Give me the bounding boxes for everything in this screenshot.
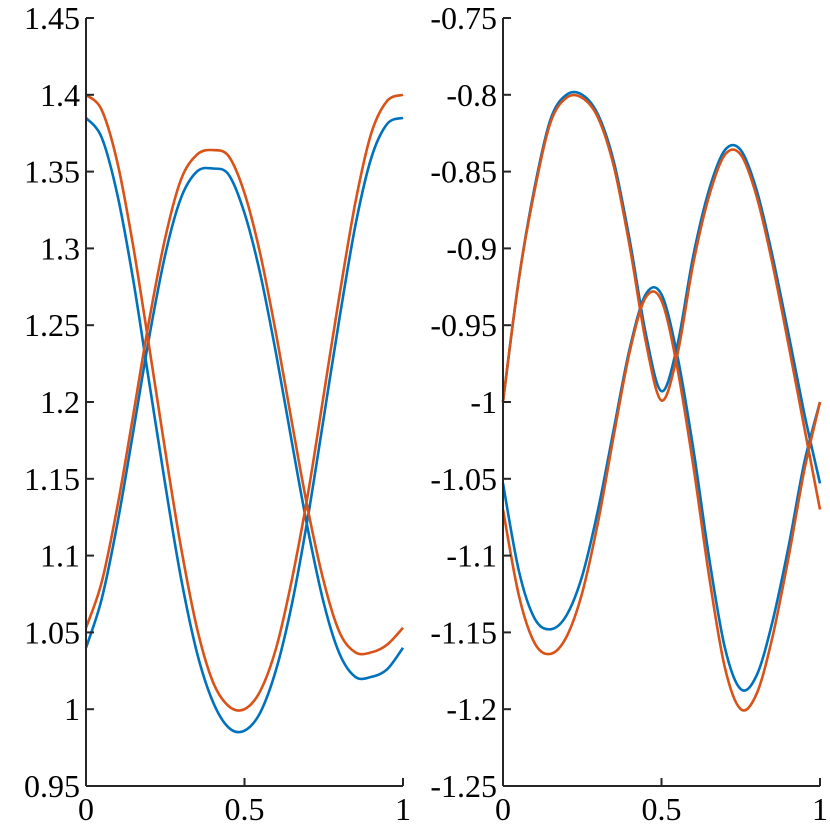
right-y-tick-label: -1.05 xyxy=(430,461,497,497)
left-x-tick-label: 1 xyxy=(395,791,411,827)
left-series-line-2 xyxy=(84,166,405,681)
right-x-tick-label: 0.5 xyxy=(642,791,682,827)
right-y-tick-label: -0.75 xyxy=(430,0,497,36)
left-y-tick-label: 1.05 xyxy=(24,614,80,650)
left-series-line-4 xyxy=(84,148,404,656)
left-series-line-1 xyxy=(84,116,404,734)
left-y-tick-label: 1.4 xyxy=(40,77,80,113)
right-series-line-2 xyxy=(501,285,822,692)
right-series-line-1 xyxy=(501,90,822,484)
left-y-tick-label: 0.95 xyxy=(24,768,80,804)
left-x-tick-label: 0 xyxy=(78,791,94,827)
right-y-tick-label: -0.8 xyxy=(446,77,497,113)
right-y-tick-label: -1.15 xyxy=(430,614,497,650)
left-y-tick-label: 1.15 xyxy=(24,461,80,497)
right-y-tick-label: -0.9 xyxy=(446,230,497,266)
left-y-tick-label: 1 xyxy=(64,691,80,727)
right-series-line-3 xyxy=(501,93,822,510)
left-series-line-3 xyxy=(85,93,404,712)
left-y-tick-label: 1.1 xyxy=(40,538,80,574)
right-x-tick-label: 1 xyxy=(812,791,828,827)
right-y-tick-label: -1.2 xyxy=(446,691,497,727)
right-series-line-4 xyxy=(501,290,822,712)
right-chart-panel: -1.25 -1.2 -1.15 -1.1 -1.05 -1 -0.95 -0.9 -0.85 -… xyxy=(430,0,828,827)
right-x-tick-label: 0 xyxy=(495,791,511,827)
left-y-tick-label: 1.35 xyxy=(24,154,80,190)
right-y-tick-label: -1.25 xyxy=(430,768,497,804)
left-y-tick-label: 1.25 xyxy=(24,307,80,343)
left-y-tick-label: 1.3 xyxy=(40,230,80,266)
right-y-tick-label: -0.85 xyxy=(430,154,497,190)
left-y-tick-label: 1.2 xyxy=(40,384,80,420)
left-x-tick-label: 0.5 xyxy=(225,791,265,827)
left-y-tick-label: 1.45 xyxy=(24,0,80,36)
left-chart-panel: 0.95 1 1.05 1.1 1.15 1.2 1.25 1.3 1.35 1.4 1.45 0 0.… xyxy=(24,0,411,827)
right-y-tick-label: -1.1 xyxy=(446,538,497,574)
right-y-tick-label: -1 xyxy=(470,384,497,420)
right-y-tick-label: -0.95 xyxy=(430,307,497,343)
